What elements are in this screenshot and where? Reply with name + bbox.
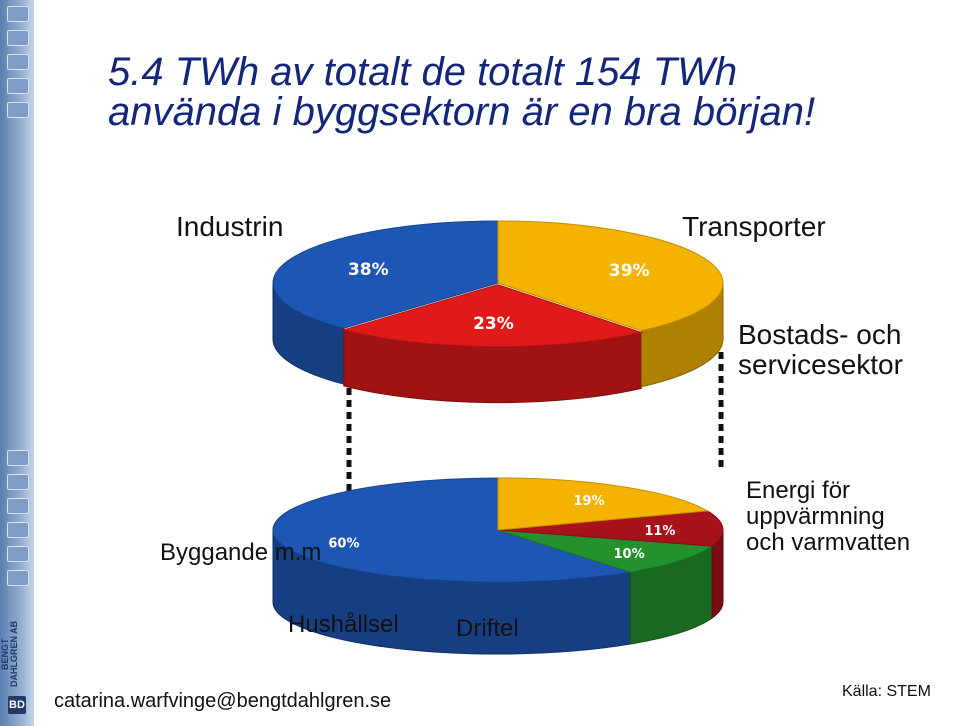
brand-block: BENGT DAHLGREN AB BD xyxy=(0,610,34,726)
pie-value-label: 11% xyxy=(644,524,675,539)
pie-value-label: 19% xyxy=(573,494,604,509)
sidebar-strip: BENGT DAHLGREN AB BD xyxy=(0,0,34,726)
pie-value-label: 38% xyxy=(348,260,389,280)
pie-value-label: 10% xyxy=(613,547,644,562)
sidebar-icon xyxy=(7,522,29,538)
label-hushallsel: Hushållsel xyxy=(288,611,399,638)
label-bostads-line-2: servicesektor xyxy=(738,349,903,380)
title-line-2: använda i byggsektorn är en bra början! xyxy=(108,90,816,134)
pie-slice xyxy=(272,477,631,583)
sidebar-icon xyxy=(7,546,29,562)
pie-slice xyxy=(497,529,714,573)
label-energi: Energi för uppvärmning och varmvatten xyxy=(746,478,910,556)
brand-logo: BD xyxy=(8,696,26,714)
sidebar-icon xyxy=(7,78,29,94)
sidebar-icon xyxy=(7,474,29,490)
sidebar-icon xyxy=(7,102,29,118)
sidebar-icon xyxy=(7,570,29,586)
label-transporter: Transporter xyxy=(682,211,826,242)
footer-email: catarina.warfvinge@bengtdahlgren.se xyxy=(54,690,392,712)
footer-source: Källa: STEM xyxy=(842,683,931,700)
sidebar-icon xyxy=(7,30,29,46)
label-energi-line-2: uppvärmning xyxy=(746,503,885,530)
label-energi-line-1: Energi för xyxy=(746,477,851,504)
pie-slice xyxy=(497,220,724,332)
label-energi-line-3: och varmvatten xyxy=(746,529,911,556)
label-driftel: Driftel xyxy=(456,615,519,642)
pie-value-label: 39% xyxy=(609,261,650,281)
pie-slice xyxy=(272,220,499,329)
label-bostads-line-1: Bostads- och xyxy=(738,319,902,350)
label-byggande: Byggande m.m xyxy=(160,539,322,566)
pie-value-label: 60% xyxy=(328,537,359,552)
sidebar-icon xyxy=(7,6,29,22)
slide-title: 5.4 TWh av totalt de totalt 154 TWh anvä… xyxy=(108,52,928,132)
pie-slice xyxy=(341,284,644,348)
label-bostads: Bostads- och servicesektor xyxy=(738,320,903,380)
sidebar-icon xyxy=(7,450,29,466)
sidebar-icon xyxy=(7,498,29,514)
label-industrin: Industrin xyxy=(176,211,284,242)
pie-slice xyxy=(497,510,724,547)
pie-slice xyxy=(497,477,709,531)
pie-value-label: 23% xyxy=(473,314,514,334)
sidebar-icon xyxy=(7,54,29,70)
title-line-1: 5.4 TWh av totalt de totalt 154 TWh xyxy=(108,50,738,94)
